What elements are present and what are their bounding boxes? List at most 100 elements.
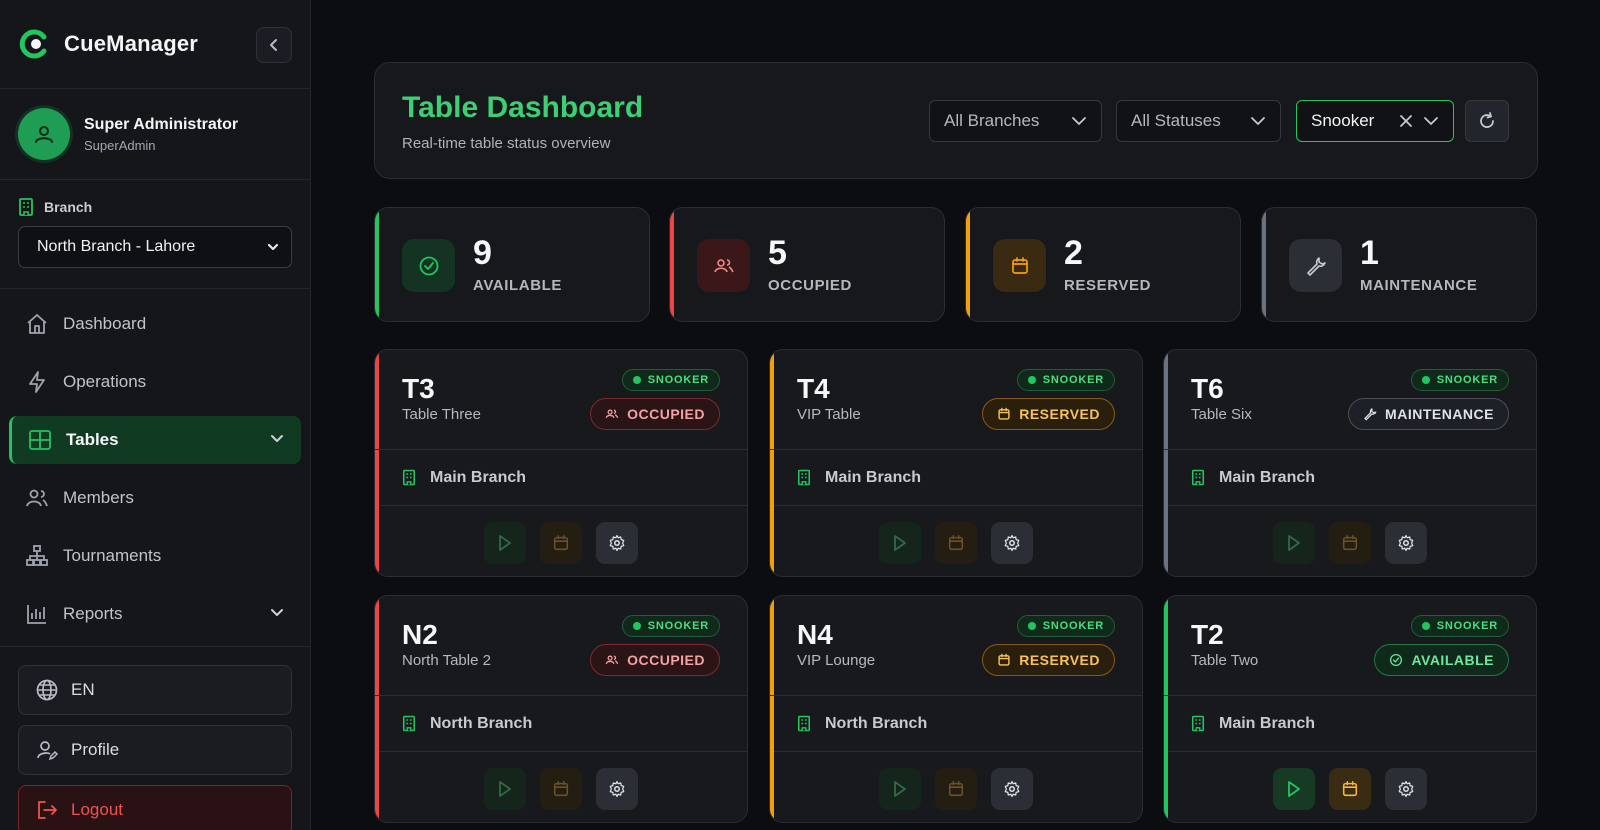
branch-filter-value: All Branches xyxy=(944,111,1040,130)
building-icon xyxy=(19,198,33,216)
settings-button[interactable] xyxy=(991,767,1033,810)
settings-button[interactable] xyxy=(596,767,638,810)
table-card-n2[interactable]: N2 North Table 2 SNOOKER OCCUPIED North … xyxy=(374,595,748,823)
calendar-icon xyxy=(553,534,569,550)
start-session-button[interactable] xyxy=(484,767,526,810)
table-type-badge: SNOOKER xyxy=(1410,369,1509,391)
start-session-button[interactable] xyxy=(1273,521,1315,564)
stat-value: 5 xyxy=(768,234,787,272)
user-role: SuperAdmin xyxy=(84,137,156,153)
branch-filter-dropdown[interactable]: All Branches xyxy=(929,100,1102,142)
play-icon xyxy=(499,780,511,797)
app-name: CueManager xyxy=(64,31,199,56)
branch-selector-panel: Branch North Branch - Lahore xyxy=(0,180,310,289)
logout-button[interactable]: Logout xyxy=(18,785,292,830)
reserve-button[interactable] xyxy=(1329,767,1371,810)
stat-value: 1 xyxy=(1360,234,1379,272)
branch-select-value: North Branch - Lahore xyxy=(37,238,196,255)
nav-item-tables[interactable]: Tables xyxy=(9,416,301,464)
start-session-button[interactable] xyxy=(879,767,921,810)
table-branch: Main Branch xyxy=(430,468,527,486)
table-name: Table Three xyxy=(402,406,481,423)
wrench-icon xyxy=(1364,408,1377,421)
status-dot-icon xyxy=(1421,376,1430,384)
gear-icon xyxy=(609,534,625,551)
table-name: North Table 2 xyxy=(402,652,491,669)
calendar-icon xyxy=(553,780,569,796)
nav-item-operations[interactable]: Operations xyxy=(9,358,301,406)
nav-item-tournaments[interactable]: Tournaments xyxy=(9,532,301,580)
stat-value: 2 xyxy=(1064,234,1083,272)
gear-icon xyxy=(609,780,625,797)
nav-item-reports[interactable]: Reports xyxy=(9,590,301,638)
page-subtitle: Real-time table status overview xyxy=(402,135,611,152)
stat-icon-box xyxy=(697,239,750,292)
wrench-icon xyxy=(1306,256,1326,276)
brand-header: CueManager xyxy=(0,0,310,89)
nav-item-dashboard[interactable]: Dashboard xyxy=(9,300,301,348)
calendar-icon xyxy=(1011,256,1028,274)
table-card-t4[interactable]: T4 VIP Table SNOOKER RESERVED Main Branc… xyxy=(769,349,1143,577)
language-button[interactable]: EN xyxy=(18,665,292,715)
sidebar: CueManager Super Administrator SuperAdmi… xyxy=(0,0,311,830)
branch-select[interactable]: North Branch - Lahore xyxy=(18,226,292,268)
table-card-t2[interactable]: T2 Table Two SNOOKER AVAILABLE Main Bran… xyxy=(1163,595,1537,823)
nav-item-members[interactable]: Members xyxy=(9,474,301,522)
collapse-sidebar-button[interactable] xyxy=(256,27,292,63)
status-dot-icon xyxy=(1421,622,1430,630)
table-card-n4[interactable]: N4 VIP Lounge SNOOKER RESERVED North Bra… xyxy=(769,595,1143,823)
building-icon xyxy=(402,715,416,732)
reserve-button[interactable] xyxy=(1329,521,1371,564)
type-filter-dropdown[interactable]: Snooker xyxy=(1296,100,1454,142)
nav-label: Tournaments xyxy=(63,546,162,565)
nav-label: Tables xyxy=(66,430,119,449)
settings-button[interactable] xyxy=(1385,521,1427,564)
table-type-badge: SNOOKER xyxy=(621,615,720,637)
branch-label-text: Branch xyxy=(44,199,93,215)
table-code: T4 xyxy=(797,373,830,404)
status-badge: AVAILABLE xyxy=(1374,644,1509,676)
avatar xyxy=(18,108,70,160)
profile-button[interactable]: Profile xyxy=(18,725,292,775)
reserve-button[interactable] xyxy=(540,767,582,810)
settings-button[interactable] xyxy=(991,521,1033,564)
table-branch: North Branch xyxy=(430,714,533,732)
calendar-icon xyxy=(1342,780,1358,796)
stat-label: AVAILABLE xyxy=(473,277,563,294)
stat-icon-box xyxy=(1289,239,1342,292)
reserve-button[interactable] xyxy=(935,767,977,810)
status-filter-dropdown[interactable]: All Statuses xyxy=(1116,100,1281,142)
start-session-button[interactable] xyxy=(879,521,921,564)
stat-card-reserved: 2 RESERVED xyxy=(965,207,1241,322)
user-edit-icon xyxy=(37,741,59,761)
reserve-button[interactable] xyxy=(935,521,977,564)
users-icon xyxy=(605,655,619,665)
refresh-button[interactable] xyxy=(1465,100,1509,142)
status-badge: OCCUPIED xyxy=(590,398,720,430)
settings-button[interactable] xyxy=(596,521,638,564)
home-icon xyxy=(27,314,47,334)
clear-icon[interactable] xyxy=(1399,114,1413,128)
chevron-down-icon xyxy=(267,243,279,251)
dashboard-header: Table Dashboard Real-time table status o… xyxy=(374,62,1538,179)
status-badge: MAINTENANCE xyxy=(1348,398,1509,430)
table-name: Table Six xyxy=(1191,406,1252,423)
gear-icon xyxy=(1004,534,1020,551)
table-code: T2 xyxy=(1191,619,1224,650)
status-dot-icon xyxy=(632,622,641,630)
table-code: T6 xyxy=(1191,373,1224,404)
start-session-button[interactable] xyxy=(484,521,526,564)
nav-label: Members xyxy=(63,488,134,507)
reserve-button[interactable] xyxy=(540,521,582,564)
table-code: N2 xyxy=(402,619,438,650)
table-card-t3[interactable]: T3 Table Three SNOOKER OCCUPIED Main Bra… xyxy=(374,349,748,577)
settings-button[interactable] xyxy=(1385,767,1427,810)
table-branch: Main Branch xyxy=(1219,714,1316,732)
stat-label: RESERVED xyxy=(1064,277,1152,294)
grid-icon xyxy=(29,430,51,450)
cuemanager-logo-icon xyxy=(19,29,47,59)
gear-icon xyxy=(1398,534,1414,551)
start-session-button[interactable] xyxy=(1273,767,1315,810)
table-card-t6[interactable]: T6 Table Six SNOOKER MAINTENANCE Main Br… xyxy=(1163,349,1537,577)
page-title: Table Dashboard xyxy=(402,91,644,124)
